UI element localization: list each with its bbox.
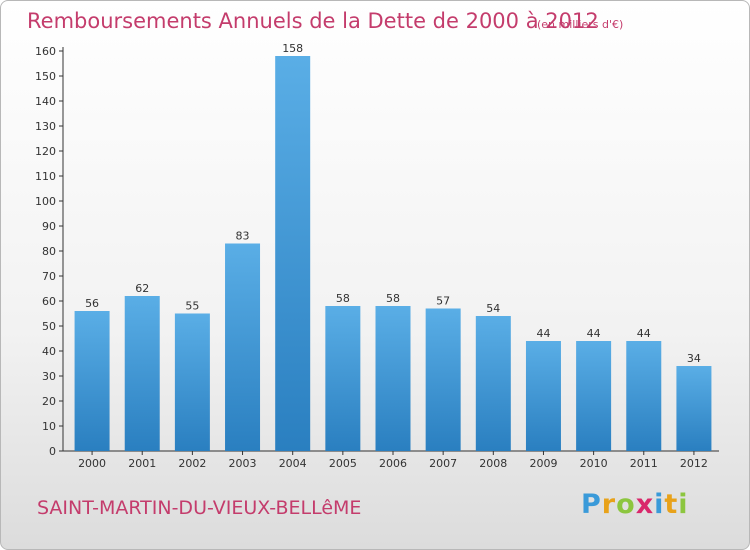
x-tick-label: 2012 xyxy=(680,457,708,470)
x-tick-label: 2007 xyxy=(429,457,457,470)
chart-title: Remboursements Annuels de la Dette de 20… xyxy=(27,9,599,33)
bar-value-label: 44 xyxy=(637,327,651,340)
bar xyxy=(225,243,261,451)
chart-subtitle: (en milliers d'€) xyxy=(537,18,624,31)
bar xyxy=(676,366,712,451)
bar xyxy=(626,341,662,451)
x-tick-label: 2004 xyxy=(279,457,307,470)
y-tick-label: 0 xyxy=(49,445,56,458)
y-tick-label: 120 xyxy=(35,145,56,158)
logo-letter: i xyxy=(678,489,689,520)
y-tick-label: 100 xyxy=(35,195,56,208)
logo-letter: i xyxy=(654,489,665,520)
bar-value-label: 83 xyxy=(236,230,250,243)
logo-letter: t xyxy=(664,489,679,520)
x-tick-label: 2005 xyxy=(329,457,357,470)
bar-value-label: 58 xyxy=(336,292,350,305)
x-tick-label: 2000 xyxy=(78,457,106,470)
city-name: SAINT-MARTIN-DU-VIEUX-BELLêME xyxy=(37,497,362,519)
logo-letter: P xyxy=(581,489,602,520)
bar-value-label: 158 xyxy=(282,42,303,55)
y-tick-label: 60 xyxy=(42,295,56,308)
x-axis: 2000 2001 2002 2003 2004 2005 2006 2007 2008 2009… xyxy=(63,450,719,470)
bar-value-label: 56 xyxy=(85,297,99,310)
y-tick-label: 40 xyxy=(42,345,56,358)
bar xyxy=(174,313,210,451)
y-tick-label: 160 xyxy=(35,45,56,58)
bar xyxy=(425,308,461,451)
logo-letter: r xyxy=(601,489,617,520)
y-tick-label: 110 xyxy=(35,170,56,183)
y-tick-label: 50 xyxy=(42,320,56,333)
bar-value-label: 62 xyxy=(135,282,149,295)
bar-value-label: 54 xyxy=(486,302,500,315)
y-tick-label: 130 xyxy=(35,120,56,133)
bar xyxy=(525,341,561,451)
x-tick-label: 2002 xyxy=(178,457,206,470)
y-tick-label: 140 xyxy=(35,95,56,108)
x-tick-label: 2010 xyxy=(580,457,608,470)
bar-value-label: 57 xyxy=(436,295,450,308)
y-tick-label: 80 xyxy=(42,245,56,258)
bar-value-label: 34 xyxy=(687,352,701,365)
x-tick-label: 2009 xyxy=(529,457,557,470)
y-tick-label: 10 xyxy=(42,420,56,433)
bar xyxy=(275,56,311,451)
x-tick-label: 2001 xyxy=(128,457,156,470)
logo-letter: x xyxy=(635,489,655,520)
y-axis: 0 10 20 30 40 50 60 70 80 90 100 110 120 130 140 150 160 xyxy=(35,45,64,458)
bar xyxy=(74,311,110,451)
x-tick-label: 2008 xyxy=(479,457,507,470)
bar xyxy=(576,341,612,451)
bar-value-label: 55 xyxy=(185,300,199,313)
y-tick-label: 90 xyxy=(42,220,56,233)
bar-value-label: 44 xyxy=(587,327,601,340)
y-tick-label: 20 xyxy=(42,395,56,408)
x-tick-label: 2003 xyxy=(229,457,257,470)
y-tick-label: 30 xyxy=(42,370,56,383)
data-labels: 56 62 55 83 158 58 58 57 54 44 44 44 34 xyxy=(85,42,701,365)
bar-value-label: 58 xyxy=(386,292,400,305)
proxiti-logo: Proxiti xyxy=(581,489,689,520)
bar xyxy=(475,316,511,451)
bar-value-label: 44 xyxy=(536,327,550,340)
bar xyxy=(375,306,411,451)
logo-letter: o xyxy=(616,489,636,520)
x-tick-label: 2011 xyxy=(630,457,658,470)
bar xyxy=(325,306,361,451)
bar xyxy=(124,296,160,451)
x-tick-label: 2006 xyxy=(379,457,407,470)
y-tick-label: 150 xyxy=(35,70,56,83)
y-tick-label: 70 xyxy=(42,270,56,283)
bars xyxy=(74,56,712,451)
